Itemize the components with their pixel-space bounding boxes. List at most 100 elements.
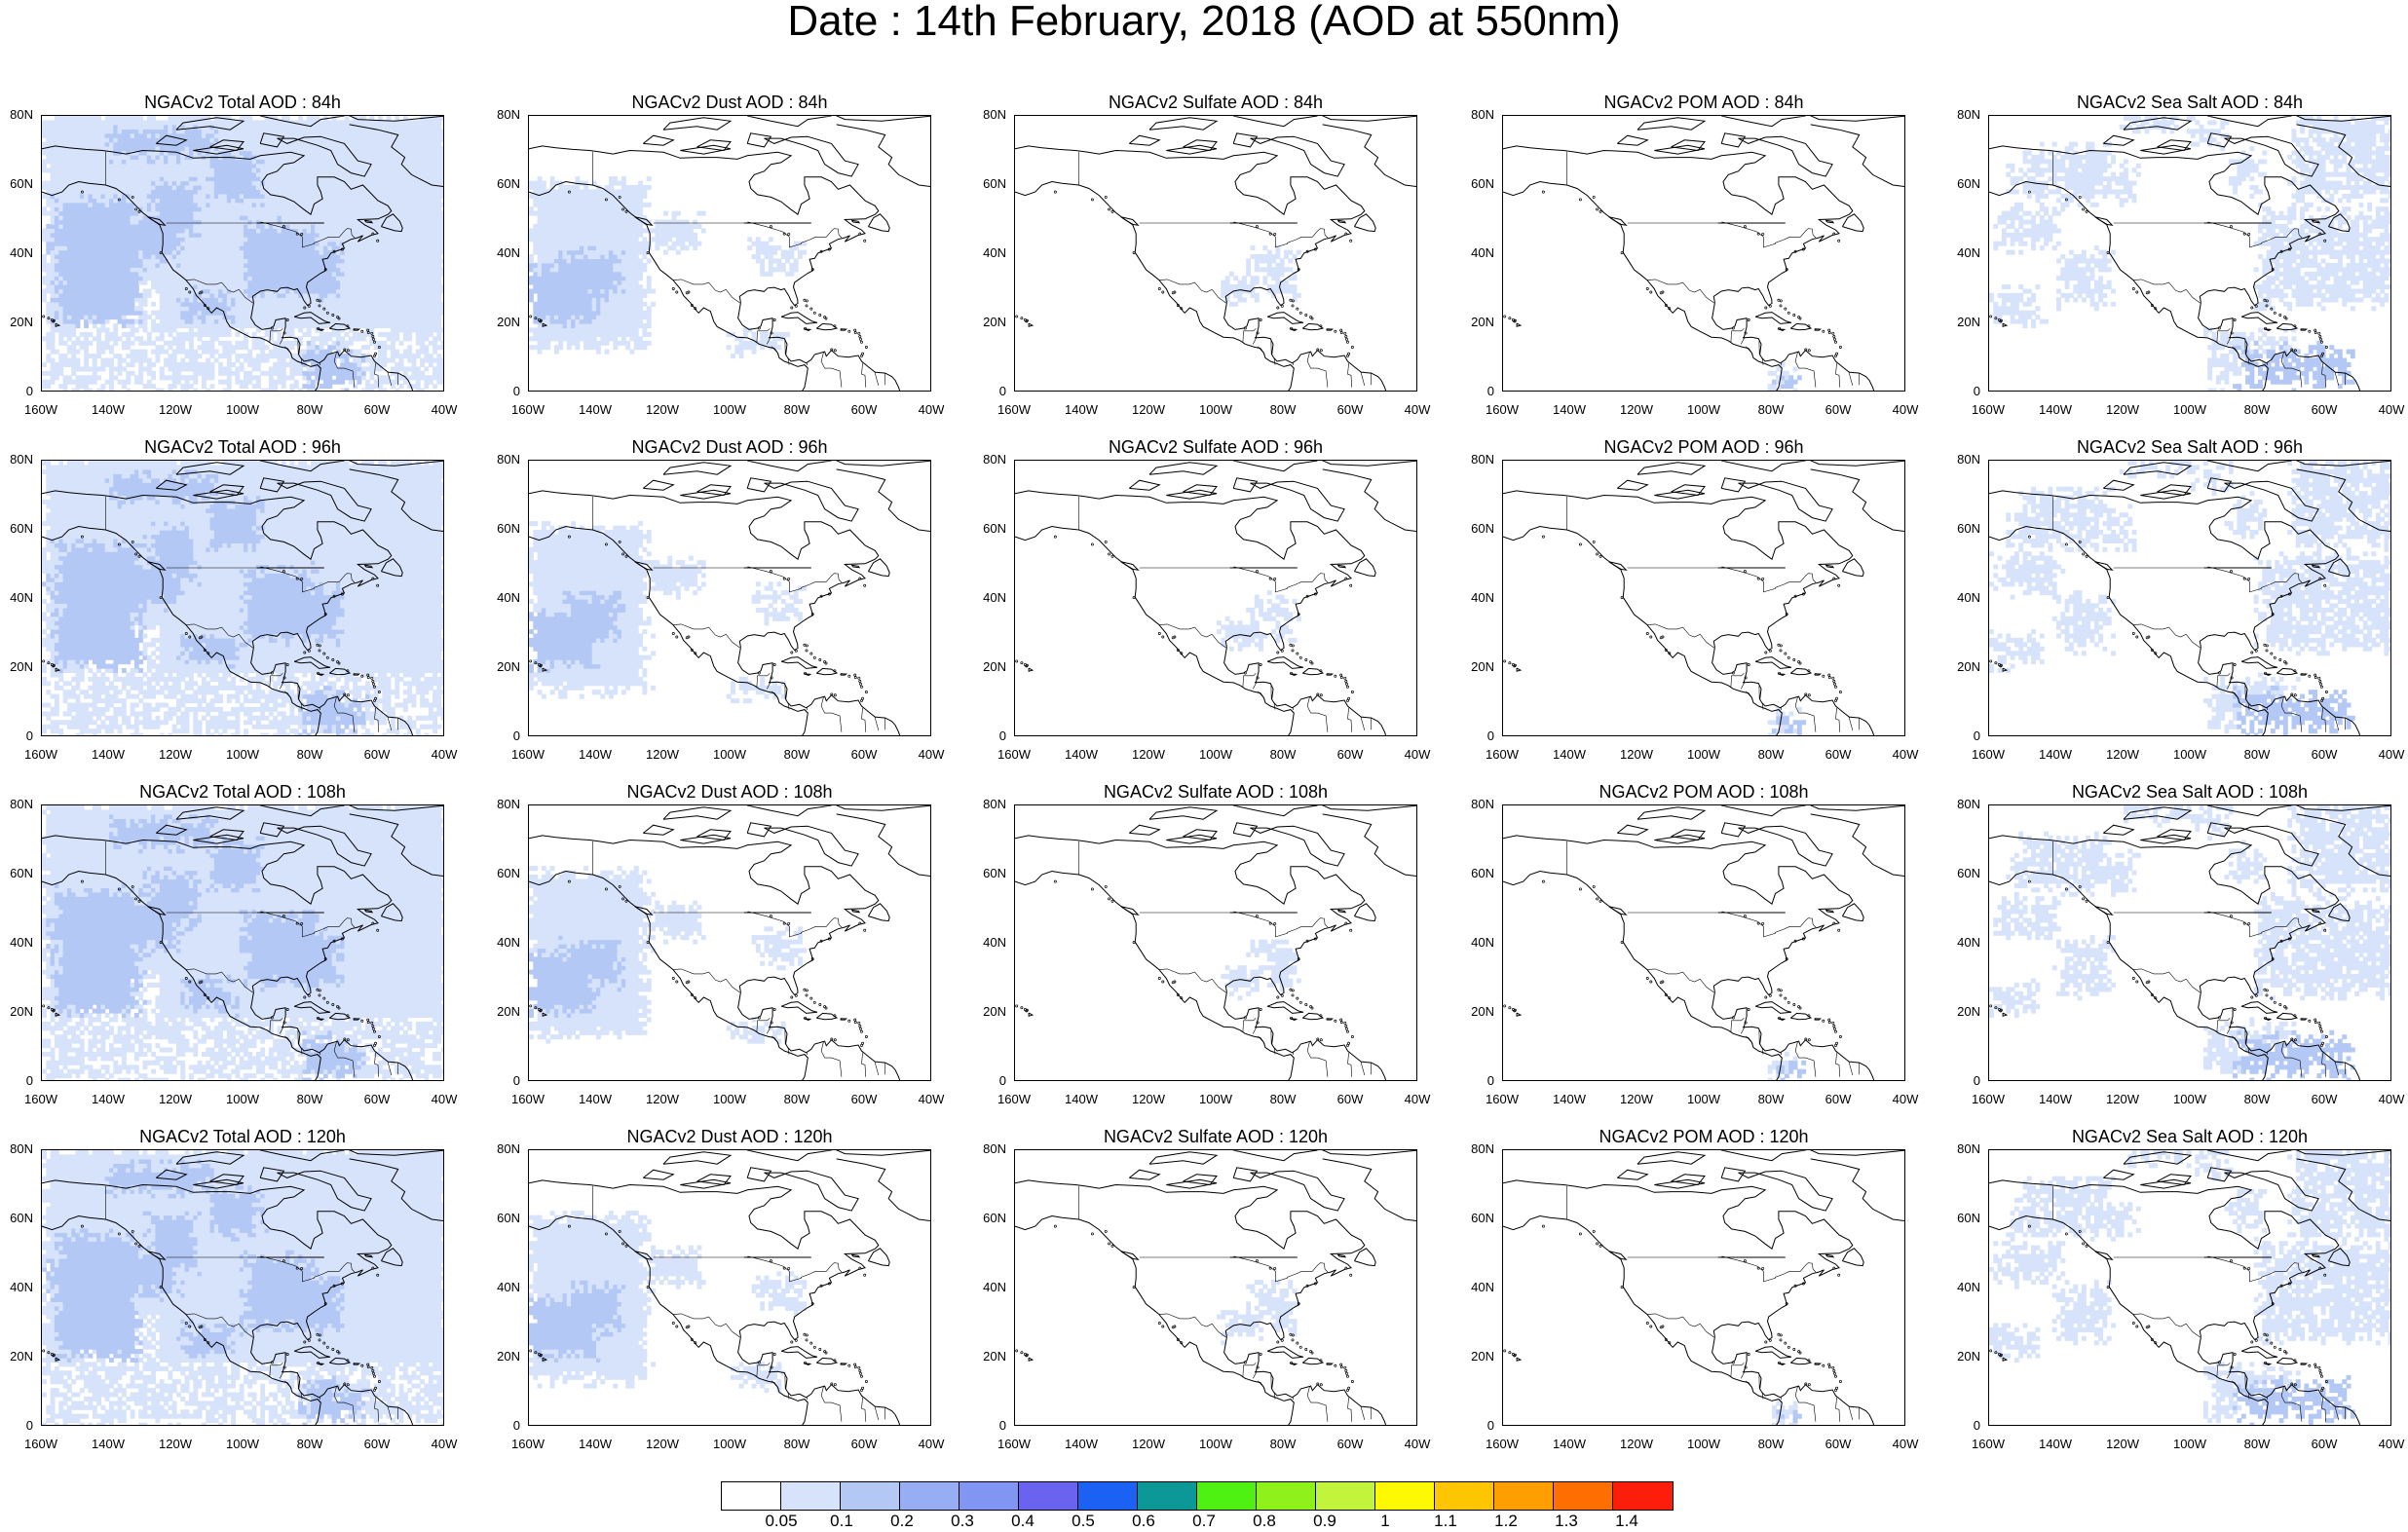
- x-tick-label: 160W: [24, 1093, 57, 1106]
- colorbar-label: 0.7: [1192, 1513, 1216, 1530]
- x-tick-label: 80W: [784, 748, 810, 762]
- colorbar-swatch: [1375, 1482, 1435, 1510]
- island: [2079, 196, 2081, 198]
- x-tick-label: 140W: [1553, 748, 1586, 762]
- island: [1785, 1342, 1787, 1344]
- colorbar-label: 1.4: [1615, 1513, 1638, 1530]
- island: [2243, 922, 2245, 924]
- island: [1317, 693, 1319, 695]
- island: [1504, 1350, 1506, 1352]
- island: [1111, 210, 1113, 212]
- map-svg: [1503, 805, 1905, 1081]
- country-border: [1836, 363, 1840, 388]
- island: [1299, 1346, 1301, 1348]
- island: [1277, 652, 1279, 654]
- island: [858, 677, 860, 679]
- island: [2324, 584, 2326, 586]
- island: [1823, 675, 1825, 677]
- island: [1351, 1380, 1353, 1382]
- island: [788, 578, 790, 579]
- island: [1335, 1020, 1336, 1022]
- x-tick-label: 140W: [1553, 403, 1586, 417]
- island: [854, 1022, 856, 1024]
- island: [783, 578, 785, 579]
- island: [1650, 291, 1652, 293]
- island: [854, 329, 856, 331]
- island: [1823, 330, 1825, 332]
- island: [1109, 553, 1110, 555]
- island: [2266, 650, 2268, 652]
- island: [2274, 1001, 2276, 1003]
- island: [1292, 650, 1294, 652]
- island: [1346, 1389, 1348, 1391]
- island: [2285, 1007, 2287, 1009]
- island: [1593, 885, 1595, 887]
- island: [1805, 1383, 1807, 1385]
- island: [1346, 699, 1348, 701]
- island: [2243, 578, 2245, 579]
- island: [1805, 349, 1807, 351]
- map-svg: [1989, 1150, 2391, 1426]
- x-tick-label: 60W: [1825, 1438, 1852, 1451]
- island: [2309, 330, 2311, 332]
- island: [788, 922, 790, 924]
- x-tick-label: 100W: [713, 403, 746, 417]
- island: [1593, 196, 1595, 198]
- aod-colorbar: [721, 1481, 1674, 1511]
- colorbar-label: 1.1: [1434, 1513, 1457, 1530]
- island: [791, 996, 793, 998]
- map-frame: [41, 804, 444, 1081]
- island: [1542, 1225, 1544, 1227]
- island: [788, 233, 790, 235]
- island: [2255, 1339, 2257, 1341]
- x-tick-label: 40W: [1405, 1093, 1431, 1106]
- x-tick-label: 140W: [92, 403, 125, 417]
- island: [372, 683, 374, 685]
- island: [1808, 350, 1810, 352]
- country-border: [875, 717, 879, 730]
- x-tick-label: 140W: [579, 403, 612, 417]
- x-tick-label: 120W: [159, 748, 192, 762]
- island: [1744, 226, 1746, 228]
- island: [2266, 990, 2268, 991]
- island: [1765, 307, 1767, 309]
- island: [2314, 1364, 2316, 1365]
- island: [1172, 292, 1174, 294]
- country-border: [1746, 691, 1752, 699]
- island: [1350, 929, 1352, 931]
- colorbar-label: 0.05: [765, 1513, 797, 1530]
- island: [1660, 982, 1662, 984]
- country-border: [821, 1386, 842, 1422]
- island: [1757, 922, 1759, 924]
- y-tick-label: 40N: [1471, 591, 1494, 605]
- island: [848, 1020, 850, 1022]
- y-tick-label: 40N: [497, 1281, 520, 1294]
- island: [1787, 656, 1789, 658]
- island: [1260, 663, 1261, 665]
- colorbar-label: 0.4: [1011, 1513, 1035, 1530]
- aod-field-total: [42, 805, 444, 1081]
- colorbar-swatch: [959, 1482, 1019, 1510]
- x-tick-label: 140W: [579, 748, 612, 762]
- y-tick-label: 80N: [983, 108, 1006, 122]
- colorbar-swatch: [841, 1482, 900, 1510]
- y-tick-label: 60N: [10, 522, 33, 536]
- x-tick-label: 100W: [1199, 1438, 1232, 1451]
- island: [2319, 922, 2321, 924]
- island: [854, 1019, 856, 1021]
- island: [1660, 637, 1662, 639]
- island: [2230, 571, 2232, 573]
- map-frame: [1014, 460, 1417, 736]
- island: [1340, 677, 1342, 679]
- island: [1351, 691, 1353, 692]
- island: [1599, 900, 1601, 902]
- island: [1744, 571, 1746, 573]
- island: [2218, 327, 2220, 329]
- island: [676, 981, 678, 983]
- country-border: [1795, 352, 1816, 388]
- colorbar-label: 0.3: [951, 1513, 974, 1530]
- island: [2285, 662, 2287, 664]
- x-tick-label: 140W: [1553, 1093, 1586, 1106]
- island: [2320, 1030, 2322, 1032]
